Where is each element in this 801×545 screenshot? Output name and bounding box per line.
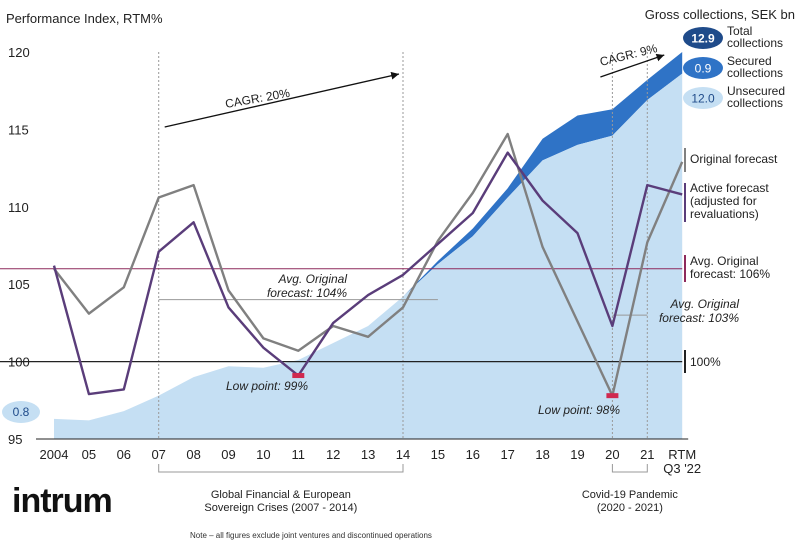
left-value-label: 0.8 xyxy=(13,405,30,419)
cagr-arrow xyxy=(164,71,400,128)
x-tick-label: 21 xyxy=(640,447,654,462)
x-tick-label: 15 xyxy=(431,447,445,462)
collections-legend-label: Total collections xyxy=(727,24,783,50)
guide-lines xyxy=(0,52,683,439)
x-tick-label: 16 xyxy=(466,447,480,462)
x-tick-label: 17 xyxy=(500,447,514,462)
x-tick-label: 09 xyxy=(221,447,235,462)
collections-legend-value: 12.9 xyxy=(691,32,715,46)
x-tick-label: 19 xyxy=(570,447,584,462)
x-tick-label: 2004 xyxy=(40,447,69,462)
period-label: Global Financial & European Sovereign Cri… xyxy=(204,489,357,514)
period-bracket xyxy=(611,464,648,473)
low-point-label: Low point: 99% xyxy=(226,379,308,393)
original-forecast-line xyxy=(53,132,684,397)
x-tick-label: 08 xyxy=(186,447,200,462)
y-tick-label: 105 xyxy=(8,277,30,292)
collections-legend-label: Unsecured collections xyxy=(727,84,785,110)
unsecured-collections-area xyxy=(54,73,683,439)
period-bracket xyxy=(158,464,404,473)
x-tick-label: 12 xyxy=(326,447,340,462)
collections-legend-value: 0.9 xyxy=(695,62,712,76)
collections-legend-pill xyxy=(683,27,723,49)
x-tick-label: 14 xyxy=(396,447,410,462)
y-tick-label: 120 xyxy=(8,45,30,60)
collections-title: Gross collections, SEK bn xyxy=(645,7,795,22)
segment-average-label: Avg. Original forecast: 104% xyxy=(267,272,347,300)
x-tick-label: 07 xyxy=(151,447,165,462)
reference-legend-100-label: 100% xyxy=(690,355,721,369)
low-point-label: Low point: 98% xyxy=(538,403,620,417)
collections-areas xyxy=(0,52,683,440)
cagr-label: CAGR: 9% xyxy=(598,41,659,69)
intrum-logo: intrum xyxy=(12,482,112,520)
x-tick-label: 05 xyxy=(82,447,96,462)
footnote: Note – all figures exclude joint venture… xyxy=(190,531,432,540)
x-tick-label: 11 xyxy=(292,447,306,462)
left-margin xyxy=(0,52,53,440)
period-label: Covid-19 Pandemic (2020 - 2021) xyxy=(582,489,678,514)
legend: 12.9 Total collections 0.9 Secured collection… xyxy=(683,24,785,373)
x-tick-label: 13 xyxy=(361,447,375,462)
left-value-pill xyxy=(2,401,40,423)
collections-legend-pill xyxy=(683,57,723,79)
forecast-lines xyxy=(52,132,684,399)
y-tick-label: 95 xyxy=(8,432,22,447)
x-tick-label: 06 xyxy=(117,447,131,462)
series-legend-active-label: Active forecast (adjusted for revaluations… xyxy=(690,181,769,221)
x-tick-label: 10 xyxy=(256,447,270,462)
collections-legend-label: Secured collections xyxy=(727,54,783,80)
active-forecast-line xyxy=(52,151,683,396)
cagr-arrow xyxy=(600,53,665,78)
y-tick-label: 115 xyxy=(8,122,29,137)
series-legend-original-label: Original forecast xyxy=(690,152,778,166)
collections-legend-pill xyxy=(683,87,723,109)
x-tick-label: RTM Q3 '22 xyxy=(663,447,701,476)
low-point-marker xyxy=(292,373,305,379)
chart-title: Performance Index, RTM% xyxy=(6,11,163,26)
x-tick-label: 20 xyxy=(605,447,619,462)
y-tick-label: 110 xyxy=(8,200,29,215)
low-point-marker xyxy=(606,393,619,399)
segment-average-label: Avg. Original forecast: 103% xyxy=(659,297,739,325)
axes: 95 100 105 110 115 120 2004 05 06 07 08 09 10 11 12 13 1… xyxy=(8,45,701,514)
x-tick-label: 18 xyxy=(535,447,549,462)
y-tick-label: 100 xyxy=(8,355,30,370)
cagr-label: CAGR: 20% xyxy=(224,86,291,111)
collections-legend-value: 12.0 xyxy=(691,92,715,106)
reference-legend-106-label: Avg. Original forecast: 106% xyxy=(690,254,770,281)
